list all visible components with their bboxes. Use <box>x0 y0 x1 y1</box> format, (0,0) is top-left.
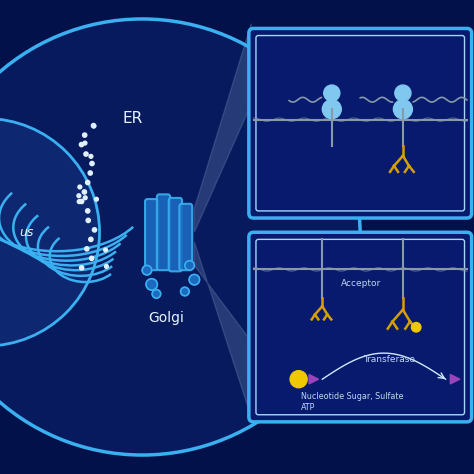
FancyBboxPatch shape <box>157 194 170 270</box>
Circle shape <box>84 152 88 156</box>
Circle shape <box>185 261 194 270</box>
Text: Transferase: Transferase <box>363 355 415 364</box>
Circle shape <box>79 143 83 147</box>
Circle shape <box>324 85 340 101</box>
Circle shape <box>85 181 90 185</box>
Circle shape <box>82 133 87 137</box>
Circle shape <box>85 246 89 251</box>
Circle shape <box>411 322 421 332</box>
Polygon shape <box>450 374 460 384</box>
Circle shape <box>88 171 92 175</box>
Text: Golgi: Golgi <box>148 310 184 325</box>
FancyBboxPatch shape <box>169 198 182 271</box>
Circle shape <box>146 279 157 290</box>
Circle shape <box>142 265 152 275</box>
Circle shape <box>82 190 87 194</box>
Text: us: us <box>19 226 33 239</box>
Circle shape <box>83 196 87 200</box>
Circle shape <box>0 118 100 346</box>
Circle shape <box>77 200 81 203</box>
Circle shape <box>86 218 91 223</box>
Text: Nucleotide Sugar, Sulfate
ATP: Nucleotide Sugar, Sulfate ATP <box>301 392 403 412</box>
Circle shape <box>86 209 90 213</box>
Polygon shape <box>194 24 251 232</box>
Circle shape <box>91 123 96 128</box>
FancyBboxPatch shape <box>249 28 472 218</box>
Circle shape <box>90 161 94 166</box>
Circle shape <box>80 200 84 204</box>
Circle shape <box>80 265 84 270</box>
Text: Acceptor: Acceptor <box>341 279 382 288</box>
Polygon shape <box>309 374 319 384</box>
Circle shape <box>322 100 341 118</box>
Polygon shape <box>194 242 251 417</box>
Circle shape <box>77 194 81 198</box>
Circle shape <box>290 371 307 388</box>
Circle shape <box>152 290 161 298</box>
FancyBboxPatch shape <box>145 199 158 270</box>
Circle shape <box>395 85 411 101</box>
Circle shape <box>104 248 108 252</box>
Circle shape <box>89 155 93 158</box>
Circle shape <box>189 274 200 285</box>
Circle shape <box>92 228 97 232</box>
Circle shape <box>104 264 108 268</box>
Circle shape <box>89 237 93 242</box>
Circle shape <box>90 256 94 261</box>
Circle shape <box>393 100 412 118</box>
Text: ER: ER <box>123 111 143 126</box>
FancyBboxPatch shape <box>179 204 192 270</box>
Circle shape <box>92 124 96 128</box>
Circle shape <box>95 197 99 201</box>
Circle shape <box>78 185 82 189</box>
Circle shape <box>0 19 360 455</box>
Circle shape <box>83 141 87 145</box>
Circle shape <box>181 287 189 296</box>
FancyBboxPatch shape <box>249 232 472 422</box>
